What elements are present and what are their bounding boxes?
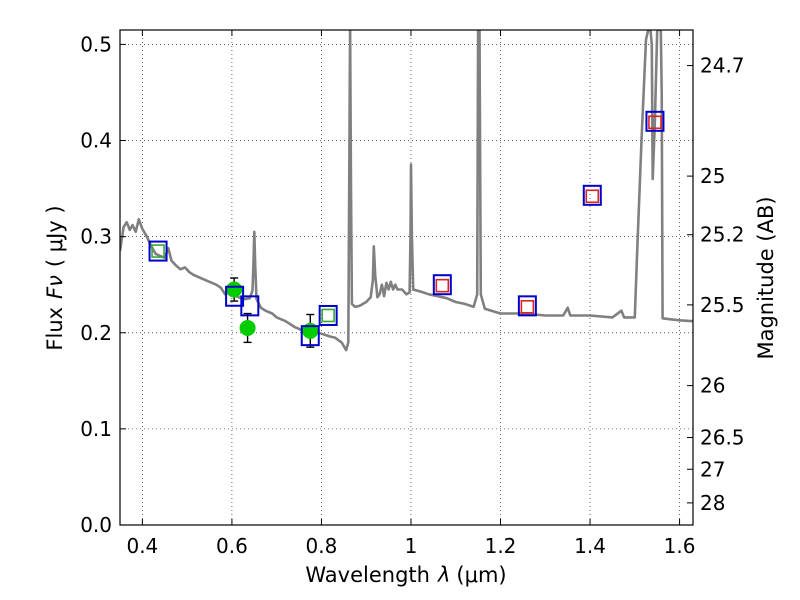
- y2-tick-label: 26.5: [700, 426, 745, 450]
- blue-square-marker: [517, 295, 537, 317]
- red-square-marker: [585, 189, 600, 204]
- x-axis-label-unit: (μm): [456, 563, 506, 587]
- x-tick-label: 0.4: [126, 534, 158, 558]
- green-circle-marker: [239, 319, 256, 336]
- photometry-points: [148, 110, 665, 348]
- green-square-marker: [151, 244, 165, 258]
- y2-tick-label: 25: [700, 164, 725, 188]
- y-tick-label: 0.5: [80, 32, 112, 56]
- blue-square-marker: [432, 274, 452, 296]
- blue-square-marker: [645, 110, 665, 132]
- y2-tick-label: 26: [700, 374, 725, 398]
- x-tick-label: 1.2: [485, 534, 517, 558]
- blue-square-marker: [148, 240, 168, 262]
- y-tick-label: 0.2: [80, 321, 112, 345]
- model-spectrum-line: [120, 30, 693, 352]
- green-circle-marker: [226, 281, 243, 298]
- y2-tick-label: 27: [700, 457, 725, 481]
- red-square-marker: [520, 300, 535, 314]
- x-tick-label: 0.8: [306, 534, 338, 558]
- y2-tick-label: 24.7: [700, 54, 745, 78]
- green-square-marker: [321, 308, 335, 323]
- y-tick-label: 0.1: [80, 417, 112, 441]
- x-tick-label: 1.4: [574, 534, 606, 558]
- x-tick-label: 1.6: [664, 534, 696, 558]
- plot-frame: [119, 29, 694, 526]
- y2-tick-label: 25.5: [700, 293, 745, 317]
- axis-ticks: 0.4 0.6 0.8 1 1.2 1.4 1.6 0.0 0.1 0.2 0.3 0.4 0.5 24.…: [80, 30, 745, 558]
- red-square-marker: [435, 278, 450, 293]
- y-tick-label: 0.0: [80, 513, 112, 537]
- red-square-marker: [648, 115, 662, 130]
- y-axis-label: Flux Fν ( μJy ): [43, 205, 67, 350]
- x-axis-label: Wavelength λ (μm): [305, 563, 506, 587]
- x-axis-label-text: Wavelength: [305, 563, 430, 587]
- plot-background: [120, 30, 693, 525]
- y-axis-label-text: Flux: [43, 307, 67, 351]
- blue-square-marker: [240, 295, 260, 317]
- x-tick-label: 1: [405, 534, 418, 558]
- grid: [120, 30, 693, 526]
- x-axis-label-symbol: λ: [437, 563, 450, 587]
- x-tick-label: 0.6: [216, 534, 248, 558]
- model-spectrum: [120, 30, 693, 352]
- y2-tick-label: 25.2: [700, 223, 745, 247]
- y-axis-label-unit: ( μJy ): [43, 205, 67, 267]
- y2-tick-label: 28: [700, 491, 725, 515]
- y2-axis-label: Magnitude (AB): [754, 196, 778, 359]
- y-axis-label-symbol: Fν: [43, 275, 67, 299]
- blue-square-marker: [582, 184, 602, 206]
- y-tick-label: 0.3: [80, 225, 112, 249]
- y-tick-label: 0.4: [80, 129, 112, 153]
- blue-square-marker: [318, 304, 338, 326]
- blue-square-marker: [300, 325, 320, 347]
